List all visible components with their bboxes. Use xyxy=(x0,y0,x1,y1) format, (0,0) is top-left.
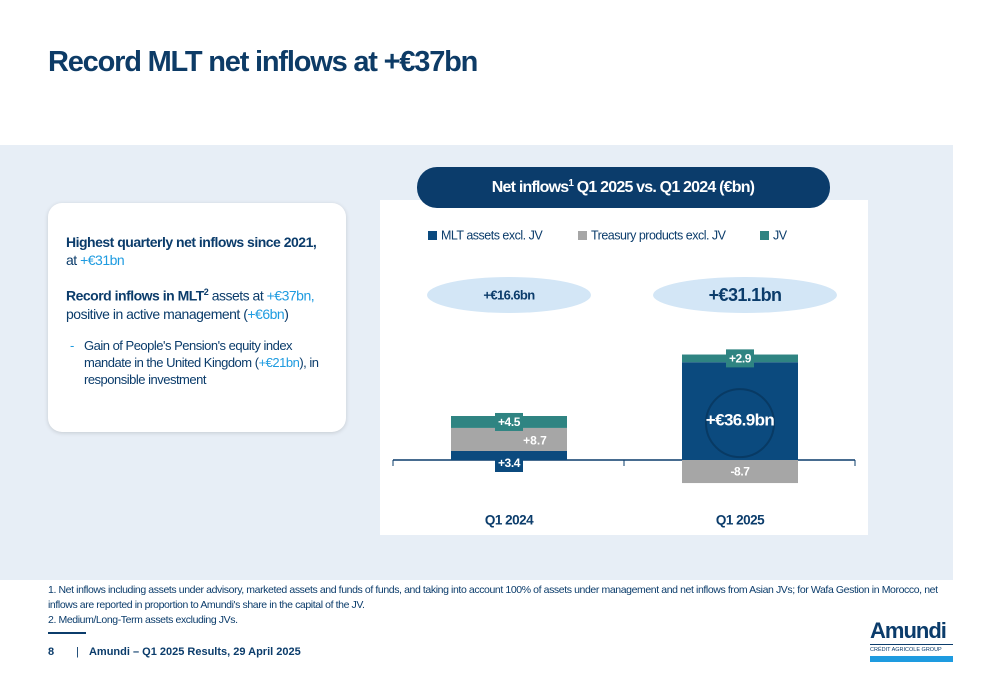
text: +€37bn, xyxy=(266,287,315,304)
text: Q1 2025 vs. Q1 2024 (€bn) xyxy=(573,179,755,196)
x-tick-label: Q1 2025 xyxy=(716,513,765,528)
logo-name: Amundi xyxy=(870,618,947,643)
highlights-card: Highest quarterly net inflows since 2021… xyxy=(48,203,346,432)
logo-bar xyxy=(870,656,953,662)
label-box xyxy=(726,462,754,481)
text: ) xyxy=(284,305,289,322)
highlight: Record inflows in MLT2 assets at +€37bn,… xyxy=(66,283,332,323)
text: +€21bn xyxy=(258,354,300,370)
text: Record inflows in MLT xyxy=(66,287,204,304)
slide-title: Record MLT net inflows at +€37bn xyxy=(48,46,478,78)
bullet: Gain of People's Pension's equity index … xyxy=(84,337,332,388)
legend-marker xyxy=(428,231,437,240)
total-label: +€16.6bn xyxy=(483,287,535,302)
logo: Amundi CRÉDIT AGRICOLE GROUP xyxy=(870,618,953,662)
highlight: Highest quarterly net inflows since 2021… xyxy=(66,233,332,269)
data-label: +4.5 xyxy=(498,415,521,429)
data-label: -8.7 xyxy=(730,465,750,479)
text: +€6bn xyxy=(247,305,285,322)
footer: 8 | Amundi – Q1 2025 Results, 29 April 202… xyxy=(48,646,301,658)
legend-label: JV xyxy=(773,228,788,242)
text: Highest quarterly net inflows since 2021… xyxy=(66,234,317,250)
data-label: +3.4 xyxy=(498,456,521,470)
text: 1 xyxy=(568,178,574,189)
text: Gain of People's Pension's equity index … xyxy=(84,337,293,370)
footer-rule xyxy=(48,632,86,634)
data-label: +8.7 xyxy=(523,434,547,448)
label-circle xyxy=(705,388,775,459)
text: positive in active management ( xyxy=(66,305,248,322)
footer-text: Amundi – Q1 2025 Results, 29 April 2025 xyxy=(88,646,301,658)
legend-label: MLT assets excl. JV xyxy=(441,228,543,242)
data-label: +2.9 xyxy=(729,352,752,366)
bar-segment xyxy=(451,427,567,451)
chart-title: Net inflows1 Q1 2025 vs. Q1 2024 (€bn) xyxy=(492,178,755,197)
separator: | xyxy=(76,646,79,658)
text: 2 xyxy=(203,287,209,297)
legend-label: Treasury products excl. JV xyxy=(591,228,727,242)
total-bubble xyxy=(653,277,837,313)
x-tick-label: Q1 2024 xyxy=(485,513,534,528)
text: assets at xyxy=(208,287,267,304)
label-box xyxy=(726,349,754,368)
page-number: 8 xyxy=(48,646,55,658)
text: +€31bn xyxy=(80,252,125,268)
legend-marker xyxy=(760,231,769,240)
total-label: +€31.1bn xyxy=(709,285,782,305)
logo-tagline: CRÉDIT AGRICOLE GROUP xyxy=(870,644,953,653)
data-label: +€36.9bn xyxy=(706,411,775,430)
bullets: Gain of People's Pension's equity index … xyxy=(66,337,332,388)
legend-marker xyxy=(578,231,587,240)
text: ), in responsible investment xyxy=(84,354,319,387)
chart-header xyxy=(417,167,830,208)
total-bubble xyxy=(427,277,591,313)
text: at xyxy=(66,252,81,268)
footnote: 1. Net inflows including assets under ad… xyxy=(48,584,938,611)
footnote: 2. Medium/Long-Term assets excluding JVs… xyxy=(48,614,238,626)
label-box xyxy=(495,454,523,472)
footnotes: 1. Net inflows including assets under ad… xyxy=(48,583,948,628)
text: Net inflows xyxy=(492,179,569,196)
label-box xyxy=(495,412,523,431)
